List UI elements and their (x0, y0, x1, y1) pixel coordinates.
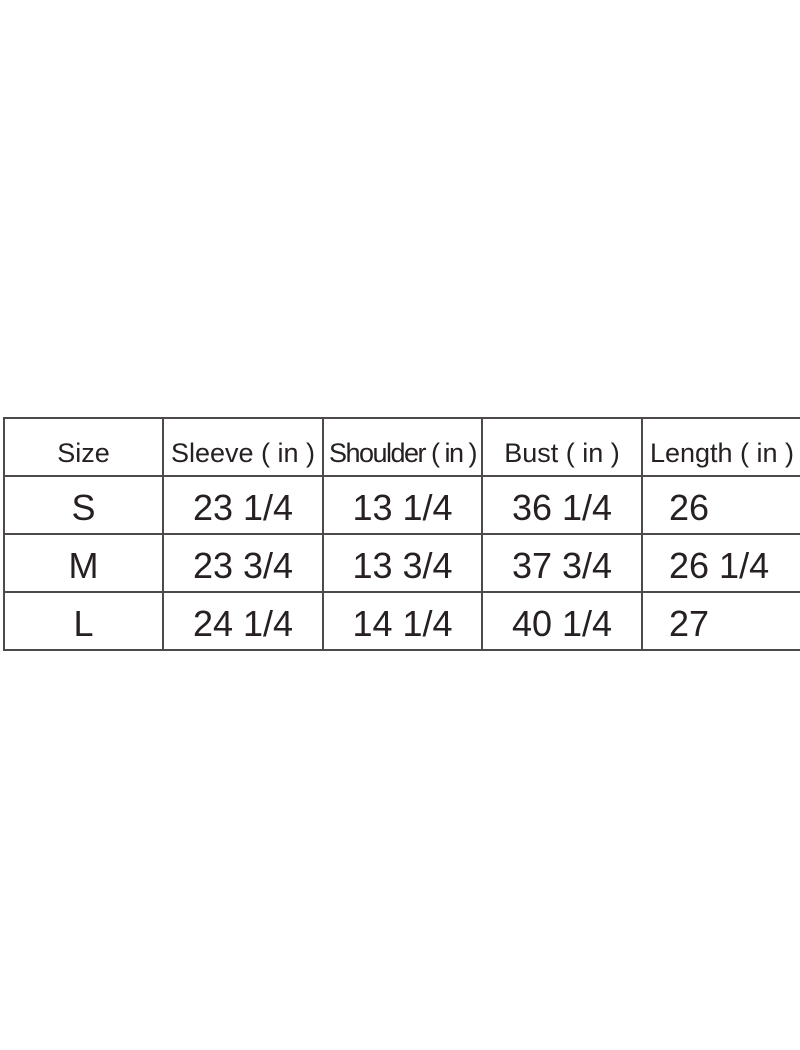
cell-size-label: M (3, 533, 164, 593)
column-header-sleeve: Sleeve ( in ) (162, 417, 324, 477)
cell-size-label: S (3, 475, 164, 535)
column-header-length: Length ( in ) (641, 417, 800, 477)
cell-size-label: L (3, 591, 164, 651)
column-header-size: Size (3, 417, 164, 477)
header-row: Size Sleeve ( in ) Shoulder ( in ) Bust … (3, 417, 800, 477)
cell-sleeve-value: 23 1/4 (162, 475, 324, 535)
size-chart-table: Size Sleeve ( in ) Shoulder ( in ) Bust … (3, 417, 800, 651)
cell-shoulder-value: 13 1/4 (322, 475, 483, 535)
cell-bust-value: 40 1/4 (481, 591, 643, 651)
cell-bust-value: 36 1/4 (481, 475, 643, 535)
cell-length-value: 26 1/4 (641, 533, 800, 593)
table-row-size-s: S 23 1/4 13 1/4 36 1/4 26 (3, 475, 800, 535)
cell-sleeve-value: 24 1/4 (162, 591, 324, 651)
cell-shoulder-value: 14 1/4 (322, 591, 483, 651)
table-row-size-m: M 23 3/4 13 3/4 37 3/4 26 1/4 (3, 533, 800, 593)
table-row-size-l: L 24 1/4 14 1/4 40 1/4 27 (3, 591, 800, 651)
cell-length-value: 27 (641, 591, 800, 651)
cell-length-value: 26 (641, 475, 800, 535)
cell-bust-value: 37 3/4 (481, 533, 643, 593)
cell-shoulder-value: 13 3/4 (322, 533, 483, 593)
column-header-shoulder: Shoulder ( in ) (322, 417, 483, 477)
cell-sleeve-value: 23 3/4 (162, 533, 324, 593)
column-header-bust: Bust ( in ) (481, 417, 643, 477)
